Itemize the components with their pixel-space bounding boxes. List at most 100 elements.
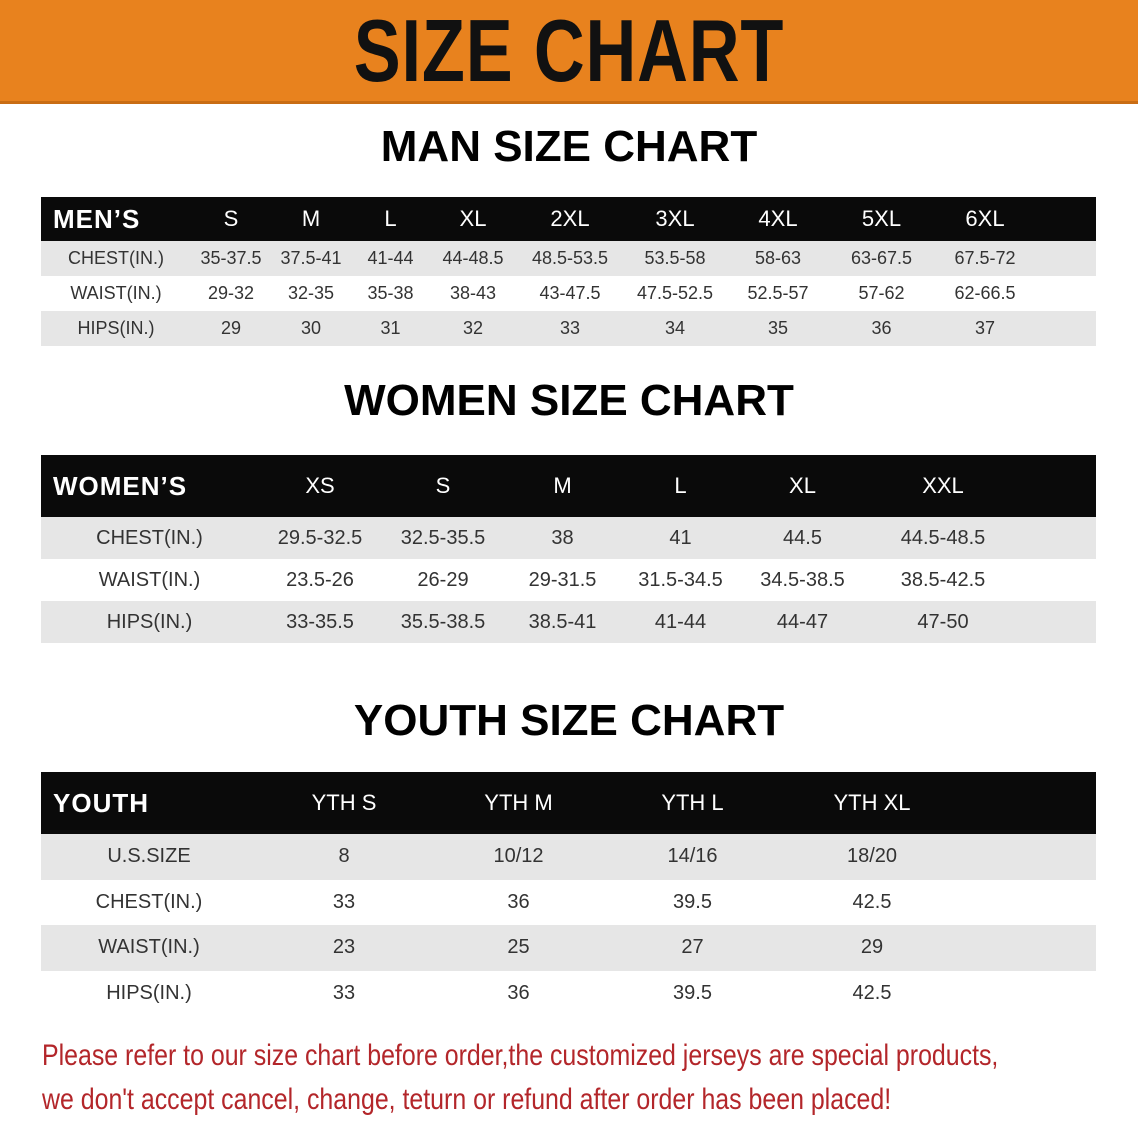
table-cell: 31 (380, 318, 401, 338)
table-cell: 36 (871, 318, 892, 338)
table-cell: 23 (332, 936, 356, 959)
row-label: MEN’S (53, 203, 141, 234)
table-cell: 29 (220, 318, 242, 338)
row-label: CHEST(IN.) (96, 526, 203, 549)
row-label: HIPS(IN.) (106, 610, 193, 633)
table-cell: 62-66.5 (954, 283, 1016, 303)
table-cell: 38.5-41 (528, 610, 597, 633)
table-cell: XL (789, 473, 816, 498)
header-row: WOMEN’S XS S M L XL XXL (41, 455, 1096, 517)
table-cell: L (674, 473, 687, 498)
table-cell: 39.5 (673, 890, 712, 913)
table-cell: 3XL (655, 206, 695, 231)
table-cell: XS (305, 473, 335, 498)
table-row: HIPS(IN.) 29 30 31 32 33 34 35 36 37 (41, 311, 1096, 346)
row-label: CHEST(IN.) (68, 248, 164, 268)
table-cell: 57-62 (858, 283, 905, 303)
table-cell: 8 (338, 845, 350, 868)
table-cell: 38 (551, 526, 574, 549)
table-cell: 42.5 (852, 981, 892, 1004)
table-cell: 29-31.5 (528, 568, 597, 591)
page-title: SIZE CHART (353, 0, 785, 100)
row-label: CHEST(IN.) (95, 890, 203, 913)
table-cell: 29.5-32.5 (277, 526, 363, 549)
row-label: WAIST(IN.) (98, 568, 201, 591)
table-cell: 35 (767, 318, 789, 338)
youth-size-table: YOUTH YTH S YTH M YTH L YTH XL U.S.SIZE 8 10/12… (41, 772, 1096, 1016)
table-row: CHEST(IN.) 35-37.5 37.5-41 41-44 44-48.5 48.5… (41, 241, 1096, 276)
table-cell: L (384, 206, 397, 231)
table-cell: 29 (860, 936, 884, 959)
table-cell: 26-29 (417, 568, 469, 591)
table-cell: S (223, 206, 239, 231)
row-label: HIPS(IN.) (106, 981, 192, 1004)
table-cell: 47-50 (917, 610, 969, 633)
table-cell: XL (459, 206, 487, 231)
table-cell: 35.5-38.5 (400, 610, 486, 633)
women-size-table: WOMEN’S XS S M L XL XXL CHEST(IN.) 29.5-32.5 32.5… (41, 455, 1096, 643)
table-cell: 10/12 (493, 845, 544, 868)
table-row: WAIST(IN.) 29-32 32-35 35-38 38-43 43-47.5 47.… (41, 276, 1096, 311)
table-row: HIPS(IN.) 33 36 39.5 42.5 (41, 970, 1096, 1016)
table-row: WAIST(IN.) 23.5-26 26-29 29-31.5 31.5-34.5 34… (41, 559, 1096, 601)
row-label: WOMEN’S (53, 470, 188, 501)
size-chart-banner: SIZE CHART (0, 0, 1138, 104)
table-cell: YTH S (311, 790, 377, 815)
row-label: U.S.SIZE (107, 845, 191, 868)
table-cell: 42.5 (852, 890, 892, 913)
table-cell: 34.5-38.5 (760, 568, 845, 591)
table-cell: 33-35.5 (286, 610, 354, 633)
table-row: WAIST(IN.) 23 25 27 29 (41, 925, 1096, 971)
table-cell: 38.5-42.5 (900, 568, 986, 591)
table-cell: 41 (669, 526, 692, 549)
table-cell: 5XL (861, 206, 902, 231)
table-cell: 29-32 (207, 283, 255, 303)
table-cell: 39.5 (673, 981, 712, 1004)
table-cell: 43-47.5 (539, 283, 601, 303)
table-row: U.S.SIZE 8 10/12 14/16 18/20 (41, 834, 1096, 880)
notice-line-1: Please refer to our size chart before or… (42, 1039, 999, 1072)
table-cell: 67.5-72 (954, 248, 1016, 268)
row-label: WAIST(IN.) (98, 936, 200, 959)
table-cell: 30 (300, 318, 322, 338)
row-label: WAIST(IN.) (70, 283, 162, 303)
table-cell: 33 (559, 318, 581, 338)
table-cell: M (301, 206, 321, 231)
row-label: YOUTH (53, 787, 149, 818)
table-cell: YTH XL (833, 790, 911, 815)
table-cell: 35-38 (367, 283, 414, 303)
table-cell: 6XL (965, 206, 1005, 231)
table-cell: 44-48.5 (442, 248, 504, 268)
row-label: HIPS(IN.) (77, 318, 155, 338)
notice-line-2: we don't accept cancel, change, teturn o… (42, 1083, 892, 1116)
table-cell: 32.5-35.5 (400, 526, 486, 549)
men-section-title: MAN SIZE CHART (380, 122, 758, 171)
table-cell: 32-35 (287, 283, 335, 303)
header-row: YOUTH YTH S YTH M YTH L YTH XL (41, 772, 1096, 834)
table-cell: 37.5-41 (280, 248, 342, 268)
table-cell: YTH M (484, 790, 553, 815)
table-cell: XXL (922, 473, 964, 498)
table-cell: 32 (462, 318, 484, 338)
table-cell: 31.5-34.5 (638, 568, 723, 591)
table-cell: 44.5-48.5 (900, 526, 986, 549)
table-cell: 33 (332, 981, 356, 1004)
table-cell: 35-37.5 (200, 248, 262, 268)
table-cell: 2XL (550, 206, 590, 231)
table-cell: 34 (664, 318, 686, 338)
table-cell: 44-47 (776, 610, 829, 633)
table-cell: 47.5-52.5 (636, 283, 714, 303)
table-cell: 41-44 (367, 248, 414, 268)
table-cell: 44.5 (783, 526, 822, 549)
table-cell: 37 (974, 318, 996, 338)
table-cell: 58-63 (754, 248, 802, 268)
table-cell: 63-67.5 (850, 248, 913, 268)
table-cell: 27 (681, 936, 704, 959)
table-cell: 23.5-26 (286, 568, 354, 591)
table-cell: 52.5-57 (747, 283, 809, 303)
table-row: HIPS(IN.) 33-35.5 35.5-38.5 38.5-41 41-44 44-… (41, 601, 1096, 643)
table-cell: 41-44 (654, 610, 707, 633)
table-cell: 36 (507, 890, 530, 913)
table-row: CHEST(IN.) 33 36 39.5 42.5 (41, 879, 1096, 925)
table-cell: 53.5-58 (644, 248, 706, 268)
